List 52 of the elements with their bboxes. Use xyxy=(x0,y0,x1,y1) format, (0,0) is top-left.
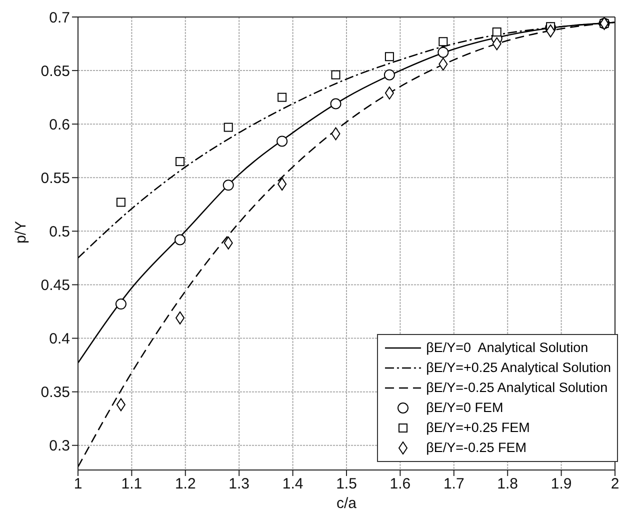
point xyxy=(224,236,233,250)
point xyxy=(384,86,394,100)
y-axis-title: p/Y xyxy=(12,220,30,244)
point xyxy=(330,98,342,110)
legend-label: βE/Y=+0.25 Analytical Solution xyxy=(426,359,611,377)
x-tick-label: 2 xyxy=(610,476,620,493)
y-tick-label: 0.45 xyxy=(40,277,70,294)
x-axis-title: c/a xyxy=(336,495,358,512)
point xyxy=(492,27,502,36)
point xyxy=(224,122,233,132)
x-tick-label: 1.9 xyxy=(550,476,572,493)
y-tick-label: 0.65 xyxy=(40,62,70,80)
y-tick-label: 0.6 xyxy=(49,116,70,134)
point xyxy=(115,298,126,310)
x-tick-label: 1.2 xyxy=(174,476,196,493)
point xyxy=(276,136,288,147)
point xyxy=(176,157,185,166)
y-tick-label: 0.3 xyxy=(49,438,70,455)
point xyxy=(438,58,448,71)
point xyxy=(546,24,556,38)
point xyxy=(176,311,185,324)
x-tick-label: 1.5 xyxy=(336,476,357,493)
legend-label: βE/Y=+0.25 FEM xyxy=(426,419,530,437)
x-tick-label: 1.6 xyxy=(390,476,411,493)
legend-label: βE/Y=0 FEM xyxy=(426,399,504,417)
point xyxy=(116,198,126,207)
point xyxy=(492,37,502,50)
point xyxy=(331,70,340,80)
legend-label: βE/Y=-0.25 FEM xyxy=(426,439,527,457)
point xyxy=(331,127,340,140)
point xyxy=(438,46,449,58)
x-tick-label: 1.3 xyxy=(228,476,250,493)
x-tick-label: 1.7 xyxy=(443,476,464,493)
point xyxy=(116,398,126,412)
point xyxy=(278,92,287,102)
y-tick-label: 0.35 xyxy=(40,384,70,402)
point xyxy=(174,234,186,246)
y-tick-label: 0.55 xyxy=(40,170,70,187)
x-tick-label: 1 xyxy=(74,476,82,493)
point xyxy=(438,37,448,46)
point xyxy=(384,69,395,80)
x-tick-label: 1.1 xyxy=(121,476,142,493)
x-tick-label: 1.8 xyxy=(497,476,518,493)
y-tick-label: 0.7 xyxy=(49,9,70,26)
legend-label: βE/Y=-0.25 Analytical Solution xyxy=(426,379,608,397)
point xyxy=(222,180,234,191)
point xyxy=(278,178,287,191)
y-tick-label: 0.5 xyxy=(49,224,70,241)
legend-label: βE/Y=0 Analytical Solution xyxy=(426,339,588,357)
y-tick-label: 0.4 xyxy=(49,330,70,348)
point xyxy=(384,52,394,62)
x-tick-label: 1.4 xyxy=(282,476,304,493)
